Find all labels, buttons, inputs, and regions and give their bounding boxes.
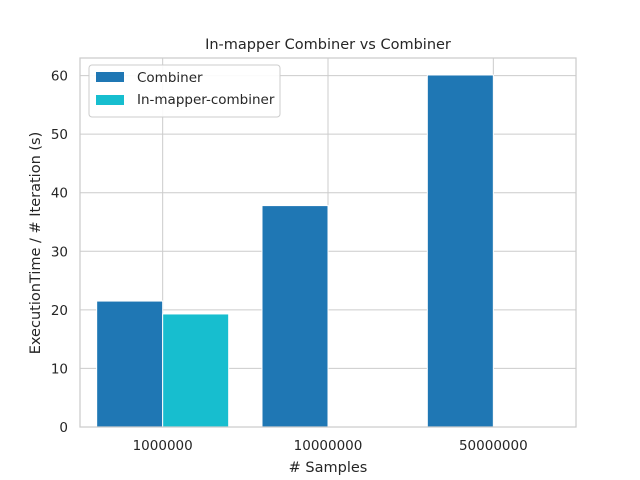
legend-swatch-in-mapper-combiner: [96, 95, 124, 105]
legend: Combiner In-mapper-combiner: [88, 64, 281, 118]
y-tick-labels: 0 10 20 30 40 50 60: [51, 69, 68, 436]
y-tick-label: 40: [51, 186, 68, 202]
bar-combiner-2: [426, 74, 494, 428]
y-axis-label: ExecutionTime / # Iteration (s): [28, 132, 44, 354]
chart-title: In-mapper Combiner vs Combiner: [205, 37, 451, 53]
bar-in-mapper-combiner-0: [162, 313, 230, 428]
axes-frame: [79, 57, 577, 428]
y-tick-label: 20: [51, 303, 68, 319]
y-tick-label: 0: [59, 420, 68, 436]
legend-label-in-mapper-combiner: In-mapper-combiner: [137, 92, 275, 108]
y-tick-label: 10: [51, 361, 68, 377]
y-tick-label: 50: [51, 127, 68, 143]
legend-frame: [88, 64, 281, 118]
bar-combiner-0: [96, 300, 164, 428]
legend-label-combiner: Combiner: [137, 70, 203, 86]
x-tick-label: 10000000: [294, 438, 363, 454]
y-tick-label: 60: [51, 69, 68, 85]
x-tick-label: 50000000: [459, 438, 528, 454]
legend-swatch-combiner: [96, 72, 124, 82]
x-tick-labels: 1000000 10000000 50000000: [133, 438, 528, 454]
x-tick-label: 1000000: [133, 438, 193, 454]
x-axis-label: # Samples: [289, 460, 368, 476]
y-tick-label: 30: [51, 244, 68, 260]
bar-combiner-1: [261, 205, 329, 428]
